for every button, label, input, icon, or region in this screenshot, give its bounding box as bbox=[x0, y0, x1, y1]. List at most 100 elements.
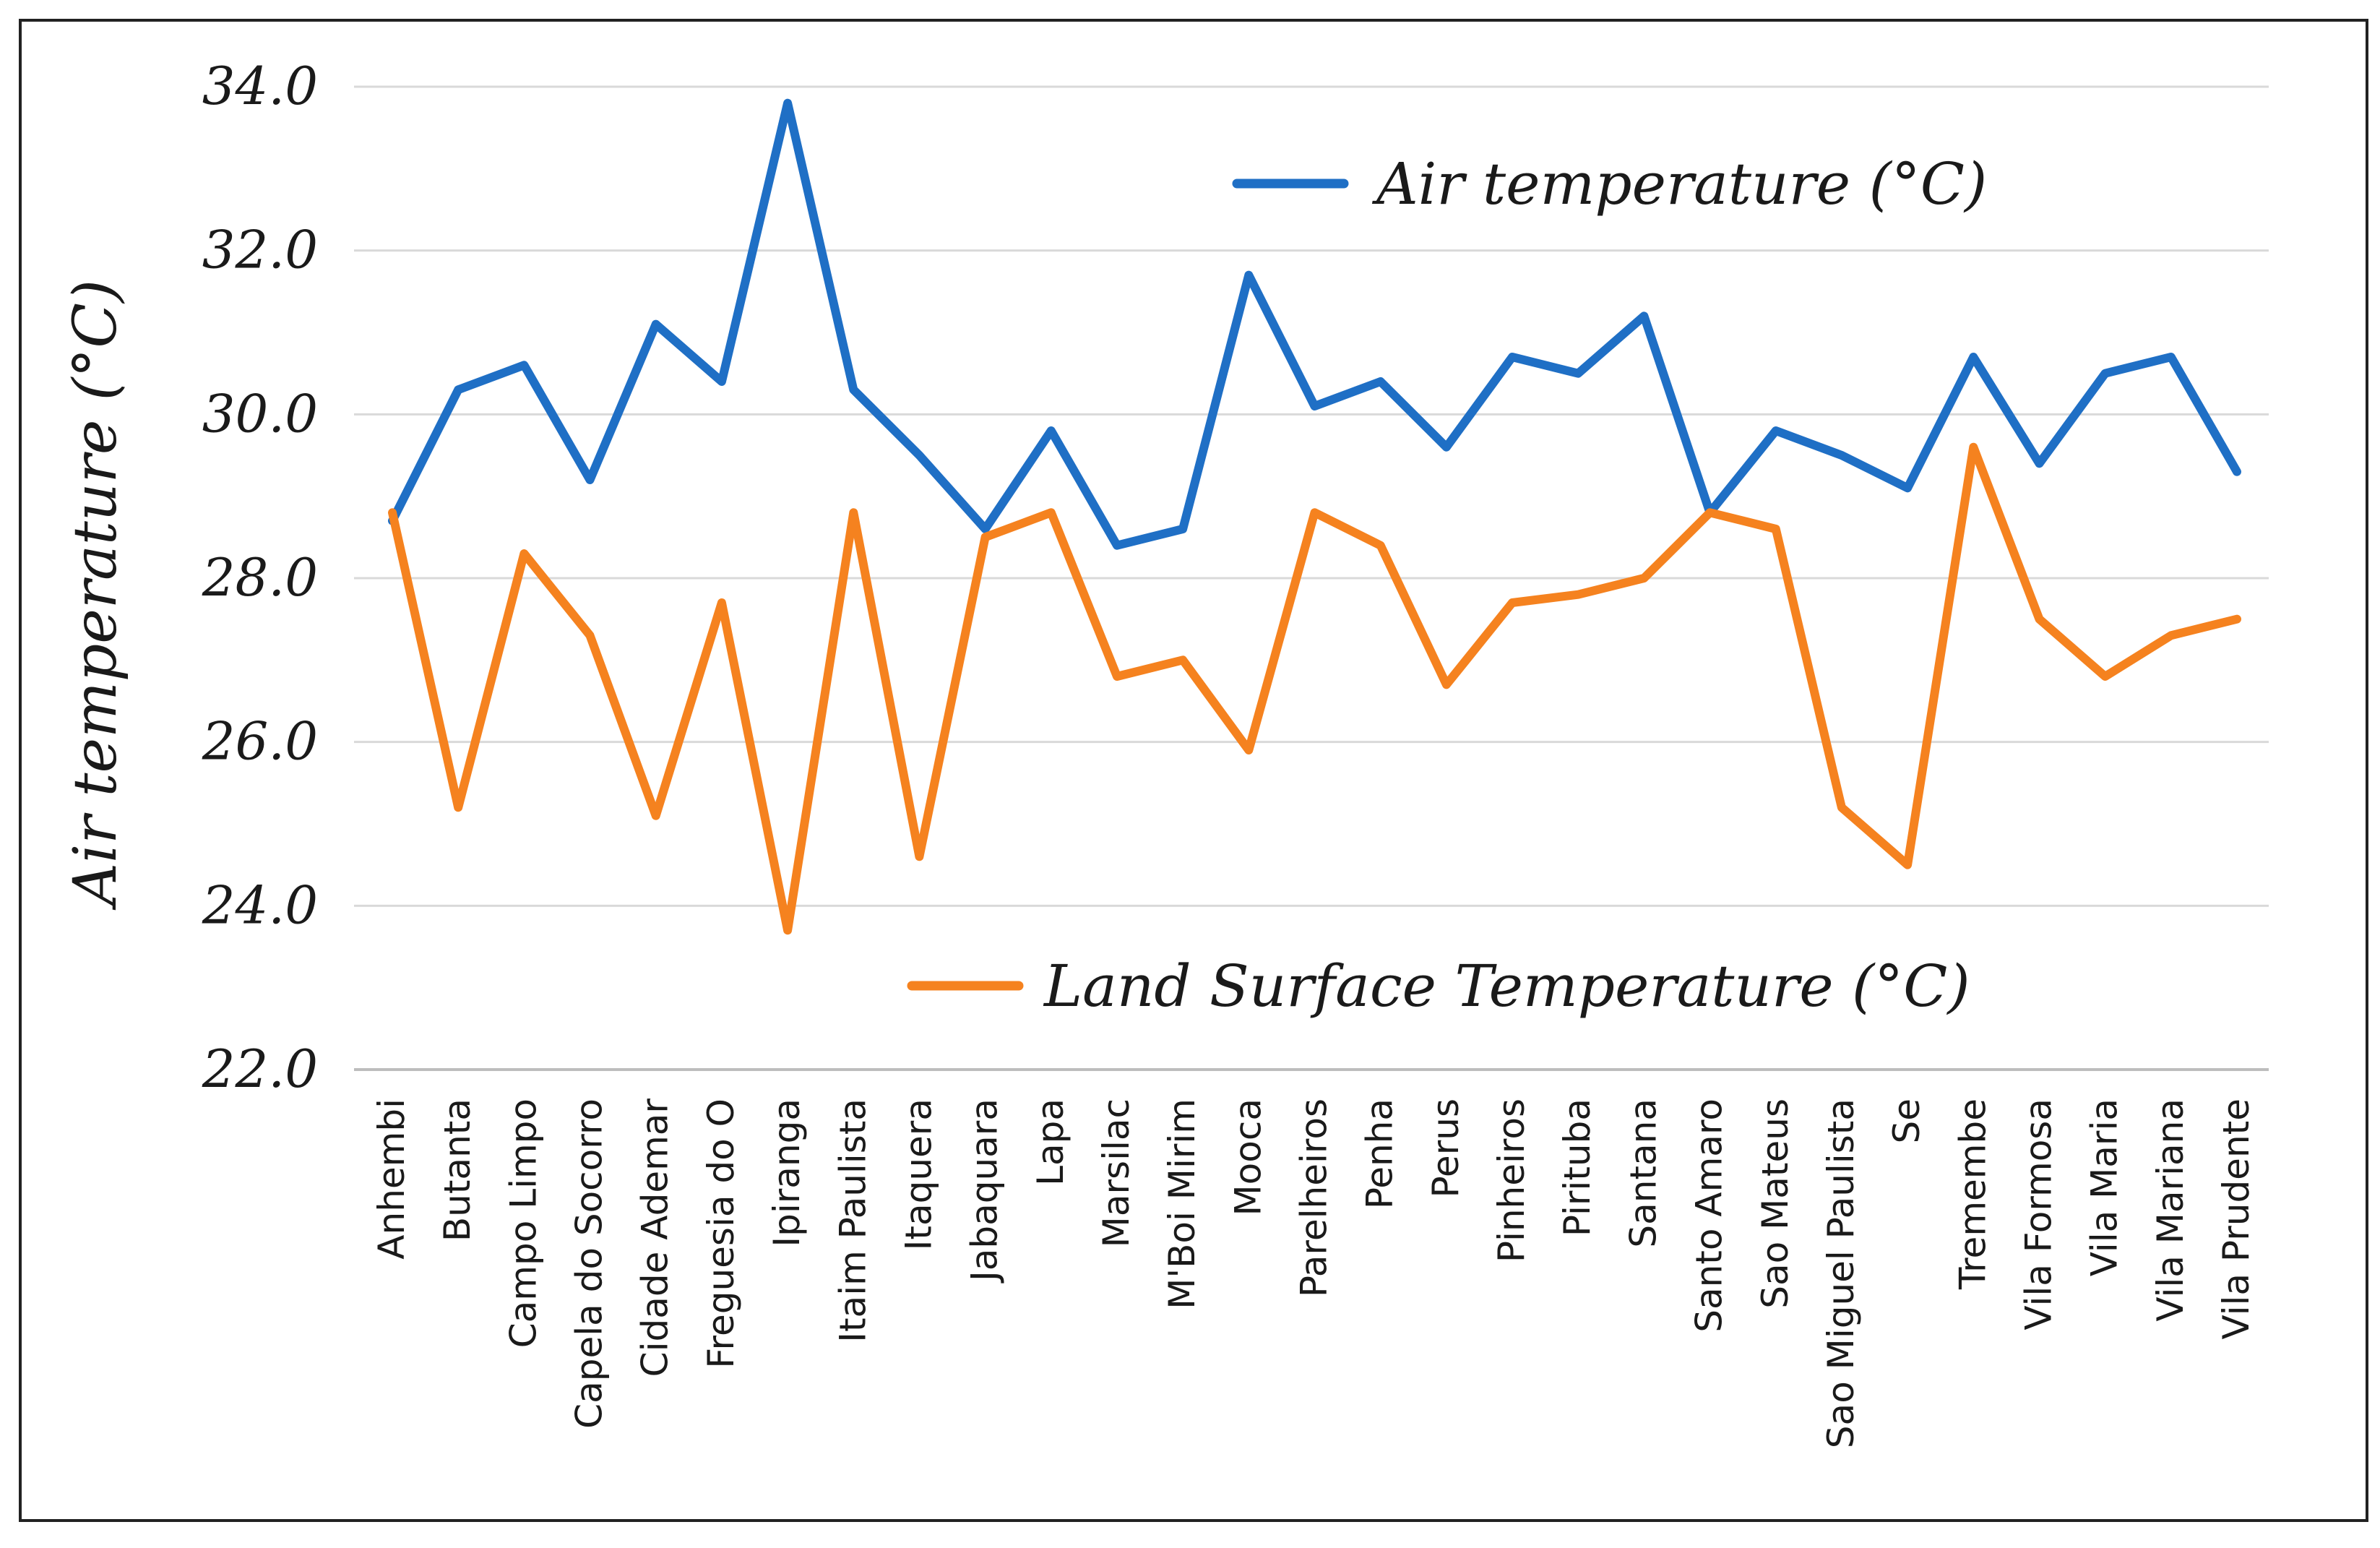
data-point bbox=[918, 856, 920, 858]
data-point bbox=[1577, 372, 1579, 374]
x-category-label: Santo Amaro bbox=[1689, 1098, 1730, 1333]
data-point bbox=[589, 635, 591, 637]
x-category-label: Lapa bbox=[1030, 1098, 1072, 1186]
data-point bbox=[2170, 356, 2172, 358]
data-point bbox=[1972, 446, 1975, 448]
data-point bbox=[2236, 470, 2238, 473]
x-category-label: Campo Limpo bbox=[502, 1098, 544, 1348]
data-point bbox=[1577, 593, 1579, 595]
x-axis-categories: Anhembi Butanta Campo Limpo Capela do Socor… bbox=[371, 1098, 2257, 1449]
data-point bbox=[984, 536, 986, 538]
data-point bbox=[1379, 381, 1381, 382]
x-category-label: Freguesia do O bbox=[700, 1098, 742, 1369]
data-point bbox=[918, 455, 920, 456]
data-point bbox=[1512, 356, 1514, 358]
legend: Air temperature (°C) Land Surface Temper… bbox=[907, 150, 1987, 1020]
data-point bbox=[2038, 463, 2040, 465]
data-point bbox=[1643, 315, 1645, 317]
x-category-label: Pinheiros bbox=[1491, 1098, 1532, 1263]
data-point bbox=[1379, 544, 1381, 546]
y-tick-label: 28.0 bbox=[202, 547, 318, 608]
x-category-label: Marsilac bbox=[1095, 1098, 1137, 1247]
data-point bbox=[1840, 807, 1842, 809]
y-axis-ticks: 22.0 24.0 26.0 28.0 30.0 32.0 34.0 bbox=[202, 56, 318, 1099]
data-point bbox=[1314, 405, 1316, 407]
x-category-label: Penha bbox=[1359, 1098, 1401, 1209]
data-point bbox=[1907, 864, 1909, 866]
x-category-label: Itaim Paulista bbox=[832, 1098, 874, 1343]
x-category-label: Vila Formosa bbox=[2017, 1098, 2059, 1330]
data-point bbox=[787, 102, 789, 104]
x-category-label: Itaquera bbox=[897, 1098, 939, 1250]
x-category-label: Pirituba bbox=[1556, 1098, 1598, 1237]
x-category-label: Anhembi bbox=[371, 1098, 413, 1260]
data-point bbox=[1840, 455, 1842, 456]
data-point bbox=[984, 528, 986, 530]
data-point bbox=[1314, 512, 1316, 514]
data-point bbox=[2236, 618, 2238, 620]
chart-border bbox=[19, 19, 2368, 1522]
x-category-label: M'Boi Mirim bbox=[1161, 1098, 1203, 1310]
data-point bbox=[1182, 528, 1184, 530]
data-point bbox=[1050, 430, 1052, 431]
x-category-label: Capela do Socorro bbox=[569, 1098, 611, 1429]
legend-label-air-temperature: Air temperature (°C) bbox=[1371, 150, 1987, 218]
x-category-label: Tremembe bbox=[1952, 1098, 1993, 1290]
gridlines bbox=[354, 85, 2269, 1071]
x-category-label: Se bbox=[1886, 1098, 1928, 1144]
data-point bbox=[655, 814, 657, 817]
data-point bbox=[1182, 659, 1184, 661]
x-category-label: Parelheiros bbox=[1293, 1098, 1335, 1297]
x-category-label: Mooca bbox=[1227, 1098, 1269, 1216]
data-point bbox=[1709, 512, 1711, 514]
data-point bbox=[1907, 487, 1909, 489]
data-point bbox=[392, 512, 393, 514]
x-category-label: Santana bbox=[1622, 1098, 1664, 1248]
data-point bbox=[1248, 274, 1250, 276]
data-point bbox=[1445, 684, 1447, 686]
data-point bbox=[1116, 544, 1118, 546]
series bbox=[388, 98, 2241, 935]
x-category-label: Cidade Ademar bbox=[634, 1098, 676, 1377]
data-point bbox=[1248, 749, 1250, 751]
data-point bbox=[1050, 512, 1052, 514]
y-tick-label: 30.0 bbox=[202, 383, 318, 444]
data-point bbox=[589, 479, 591, 481]
data-point bbox=[523, 553, 525, 554]
x-category-label: Sao Miguel Paulista bbox=[1820, 1098, 1862, 1448]
y-axis-title: Air temperature (°C) bbox=[61, 280, 130, 911]
data-point bbox=[1445, 446, 1447, 448]
x-category-label: Vila Maria bbox=[2084, 1098, 2126, 1276]
x-category-label: Perus bbox=[1425, 1098, 1467, 1197]
x-category-label: Sao Mateus bbox=[1754, 1098, 1796, 1309]
data-point bbox=[853, 512, 855, 514]
data-point bbox=[2038, 618, 2040, 620]
data-point bbox=[655, 323, 657, 325]
legend-label-land-surface-temperature: Land Surface Temperature (°C) bbox=[1043, 953, 1970, 1020]
data-point bbox=[1116, 676, 1118, 677]
data-point bbox=[1972, 356, 1975, 358]
data-point bbox=[720, 602, 723, 603]
x-category-label: Vila Prudente bbox=[2215, 1098, 2257, 1340]
y-tick-label: 24.0 bbox=[202, 874, 318, 935]
data-point bbox=[457, 389, 460, 391]
data-point bbox=[1775, 528, 1777, 530]
data-point bbox=[2104, 372, 2106, 374]
y-tick-label: 34.0 bbox=[202, 56, 318, 116]
data-point bbox=[720, 381, 723, 382]
x-category-label: Vila Mariana bbox=[2150, 1098, 2191, 1322]
y-tick-label: 22.0 bbox=[202, 1039, 318, 1099]
data-point bbox=[1775, 430, 1777, 431]
data-point bbox=[2104, 676, 2106, 677]
x-category-label: Butanta bbox=[436, 1098, 478, 1242]
data-point bbox=[787, 929, 789, 932]
x-category-label: Jabaquara bbox=[964, 1098, 1006, 1283]
data-point bbox=[457, 807, 460, 809]
data-point bbox=[523, 364, 525, 366]
data-point bbox=[1643, 577, 1645, 579]
data-point bbox=[2170, 635, 2172, 637]
y-tick-label: 32.0 bbox=[202, 220, 318, 280]
x-category-label: Ipiranga bbox=[766, 1098, 808, 1247]
